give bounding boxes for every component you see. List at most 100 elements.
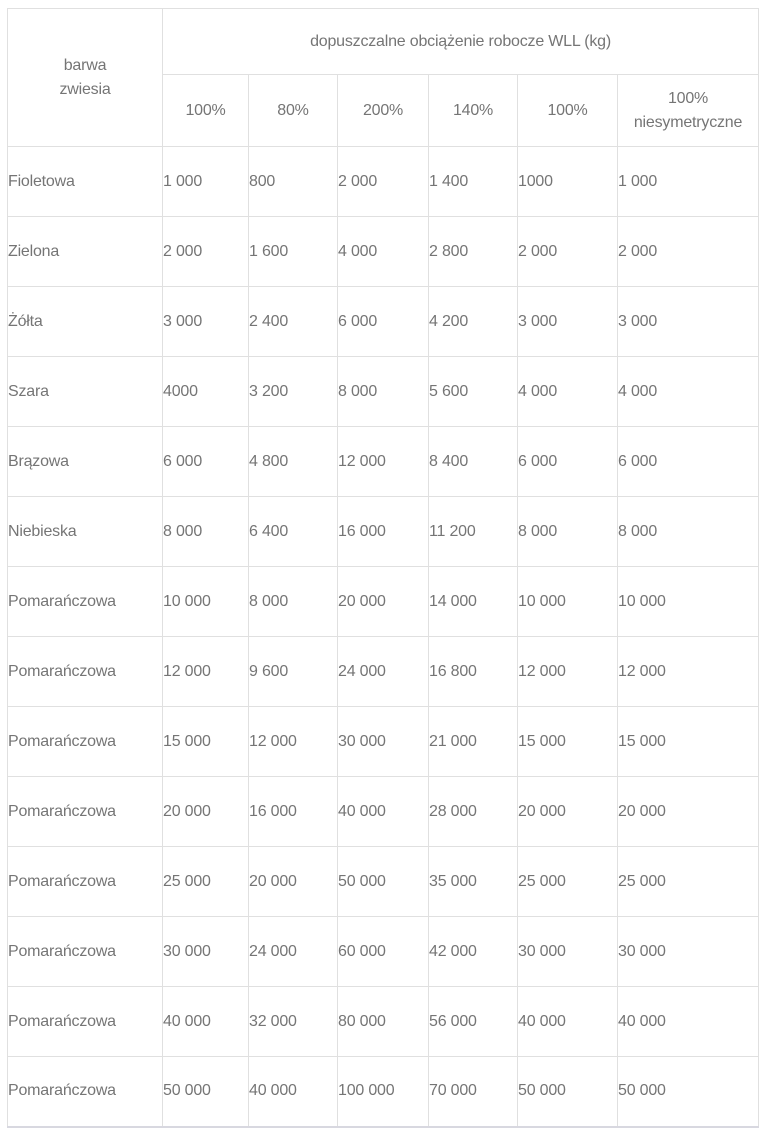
header-row-percentages: 100% 80% 200% 140% 100% 100% niesymetryczne — [8, 74, 760, 147]
sling-color-cell: Pomarańczowa — [7, 1056, 163, 1128]
table-row: Pomarańczowa 50 000 40 000 100 000 70 000 50 … — [7, 1056, 760, 1128]
wll-value-cell: 20 000 — [337, 566, 429, 637]
wll-value-cell: 16 000 — [337, 496, 429, 567]
wll-value-cell: 6 000 — [517, 426, 618, 497]
wll-value-cell: 50 000 — [517, 1056, 618, 1128]
sling-color-cell: Pomarańczowa — [7, 566, 163, 637]
wll-value-cell: 16 800 — [428, 636, 518, 707]
header-row-group: barwa zwiesia dopuszczalne obciążenie ro… — [7, 8, 760, 147]
table-row: Pomarańczowa 20 000 16 000 40 000 28 000 20 0… — [7, 776, 760, 847]
wll-value-cell: 35 000 — [428, 846, 518, 917]
wll-value-cell: 20 000 — [517, 776, 618, 847]
sling-color-cell: Niebieska — [7, 496, 163, 567]
wll-value-cell: 50 000 — [616, 1056, 760, 1128]
header-load-percent-4: 100% — [517, 74, 618, 147]
wll-value-cell: 8 000 — [248, 566, 338, 637]
wll-value-cell: 25 000 — [162, 846, 249, 917]
header-sling-color: barwa zwiesia — [7, 8, 163, 147]
table-row: Fioletowa 1 000 800 2 000 1 400 1000 1 000 — [7, 146, 760, 217]
table-row: Szara 4000 3 200 8 000 5 600 4 000 4 000 — [7, 356, 760, 427]
table-row: Pomarańczowa 15 000 12 000 30 000 21 000 15 0… — [7, 706, 760, 777]
table-row: Brązowa 6 000 4 800 12 000 8 400 6 000 6 000 — [7, 426, 760, 497]
wll-value-cell: 30 000 — [162, 916, 249, 987]
table-row: Pomarańczowa 10 000 8 000 20 000 14 000 10 00… — [7, 566, 760, 637]
sling-color-cell: Pomarańczowa — [7, 986, 163, 1057]
wll-value-cell: 100 000 — [337, 1056, 429, 1128]
wll-value-cell: 30 000 — [616, 916, 760, 987]
sling-color-cell: Pomarańczowa — [7, 916, 163, 987]
wll-value-cell: 10 000 — [517, 566, 618, 637]
sling-color-cell: Pomarańczowa — [7, 776, 163, 847]
wll-value-cell: 2 000 — [616, 216, 760, 287]
table-row: Zielona 2 000 1 600 4 000 2 800 2 000 2 000 — [7, 216, 760, 287]
wll-value-cell: 6 400 — [248, 496, 338, 567]
wll-value-cell: 6 000 — [162, 426, 249, 497]
header-load-percent-3: 140% — [428, 74, 518, 147]
wll-value-cell: 2 800 — [428, 216, 518, 287]
wll-value-cell: 40 000 — [162, 986, 249, 1057]
wll-value-cell: 28 000 — [428, 776, 518, 847]
wll-value-cell: 9 600 — [248, 636, 338, 707]
wll-value-cell: 12 000 — [616, 636, 760, 707]
wll-value-cell: 4 000 — [616, 356, 760, 427]
table-row: Pomarańczowa 30 000 24 000 60 000 42 000 30 0… — [7, 916, 760, 987]
wll-value-cell: 15 000 — [162, 706, 249, 777]
wll-value-cell: 40 000 — [616, 986, 760, 1057]
table-header: barwa zwiesia dopuszczalne obciążenie ro… — [7, 8, 760, 147]
table-row: Pomarańczowa 12 000 9 600 24 000 16 800 12 00… — [7, 636, 760, 707]
wll-value-cell: 15 000 — [517, 706, 618, 777]
wll-value-cell: 50 000 — [337, 846, 429, 917]
wll-value-cell: 40 000 — [517, 986, 618, 1057]
header-wll-group: dopuszczalne obciążenie robocze WLL (kg) — [161, 8, 760, 75]
wll-value-cell: 21 000 — [428, 706, 518, 777]
wll-value-cell: 3 000 — [517, 286, 618, 357]
wll-value-cell: 12 000 — [517, 636, 618, 707]
wll-value-cell: 16 000 — [248, 776, 338, 847]
sling-color-cell: Fioletowa — [7, 146, 163, 217]
table-row: Niebieska 8 000 6 400 16 000 11 200 8 000 8 00… — [7, 496, 760, 567]
wll-value-cell: 20 000 — [616, 776, 760, 847]
wll-value-cell: 4 200 — [428, 286, 518, 357]
wll-value-cell: 2 400 — [248, 286, 338, 357]
wll-value-cell: 1 600 — [248, 216, 338, 287]
table-row: Żółta 3 000 2 400 6 000 4 200 3 000 3 000 — [7, 286, 760, 357]
sling-color-cell: Pomarańczowa — [7, 636, 163, 707]
wll-value-cell: 8 000 — [337, 356, 429, 427]
wll-value-cell: 3 000 — [162, 286, 249, 357]
wll-value-cell: 14 000 — [428, 566, 518, 637]
wll-value-cell: 12 000 — [248, 706, 338, 777]
wll-value-cell: 50 000 — [162, 1056, 249, 1128]
wll-value-cell: 42 000 — [428, 916, 518, 987]
wll-value-cell: 8 000 — [162, 496, 249, 567]
wll-value-cell: 15 000 — [616, 706, 760, 777]
wll-value-cell: 8 400 — [428, 426, 518, 497]
wll-value-cell: 8 000 — [616, 496, 760, 567]
wll-value-cell: 4 000 — [517, 356, 618, 427]
table-row: Pomarańczowa 40 000 32 000 80 000 56 000 40 0… — [7, 986, 760, 1057]
wll-value-cell: 800 — [248, 146, 338, 217]
wll-value-cell: 40 000 — [337, 776, 429, 847]
wll-value-cell: 4000 — [162, 356, 249, 427]
wll-value-cell: 2 000 — [517, 216, 618, 287]
wll-value-cell: 4 800 — [248, 426, 338, 497]
sling-color-cell: Szara — [7, 356, 163, 427]
wll-value-cell: 30 000 — [517, 916, 618, 987]
wll-value-cell: 6 000 — [616, 426, 760, 497]
wll-value-cell: 3 000 — [616, 286, 760, 357]
wll-value-cell: 10 000 — [616, 566, 760, 637]
wll-value-cell: 2 000 — [337, 146, 429, 217]
sling-color-cell: Pomarańczowa — [7, 706, 163, 777]
header-load-percent-5: 100% niesymetryczne — [616, 74, 760, 147]
wll-value-cell: 40 000 — [248, 1056, 338, 1128]
wll-value-cell: 2 000 — [162, 216, 249, 287]
wll-value-cell: 80 000 — [337, 986, 429, 1057]
wll-value-cell: 11 200 — [428, 496, 518, 567]
wll-value-cell: 20 000 — [248, 846, 338, 917]
table-row: Pomarańczowa 25 000 20 000 50 000 35 000 25 0… — [7, 846, 760, 917]
wll-value-cell: 32 000 — [248, 986, 338, 1057]
wll-value-cell: 1 000 — [162, 146, 249, 217]
wll-value-cell: 1 400 — [428, 146, 518, 217]
wll-value-cell: 1 000 — [616, 146, 760, 217]
wll-value-cell: 1000 — [517, 146, 618, 217]
